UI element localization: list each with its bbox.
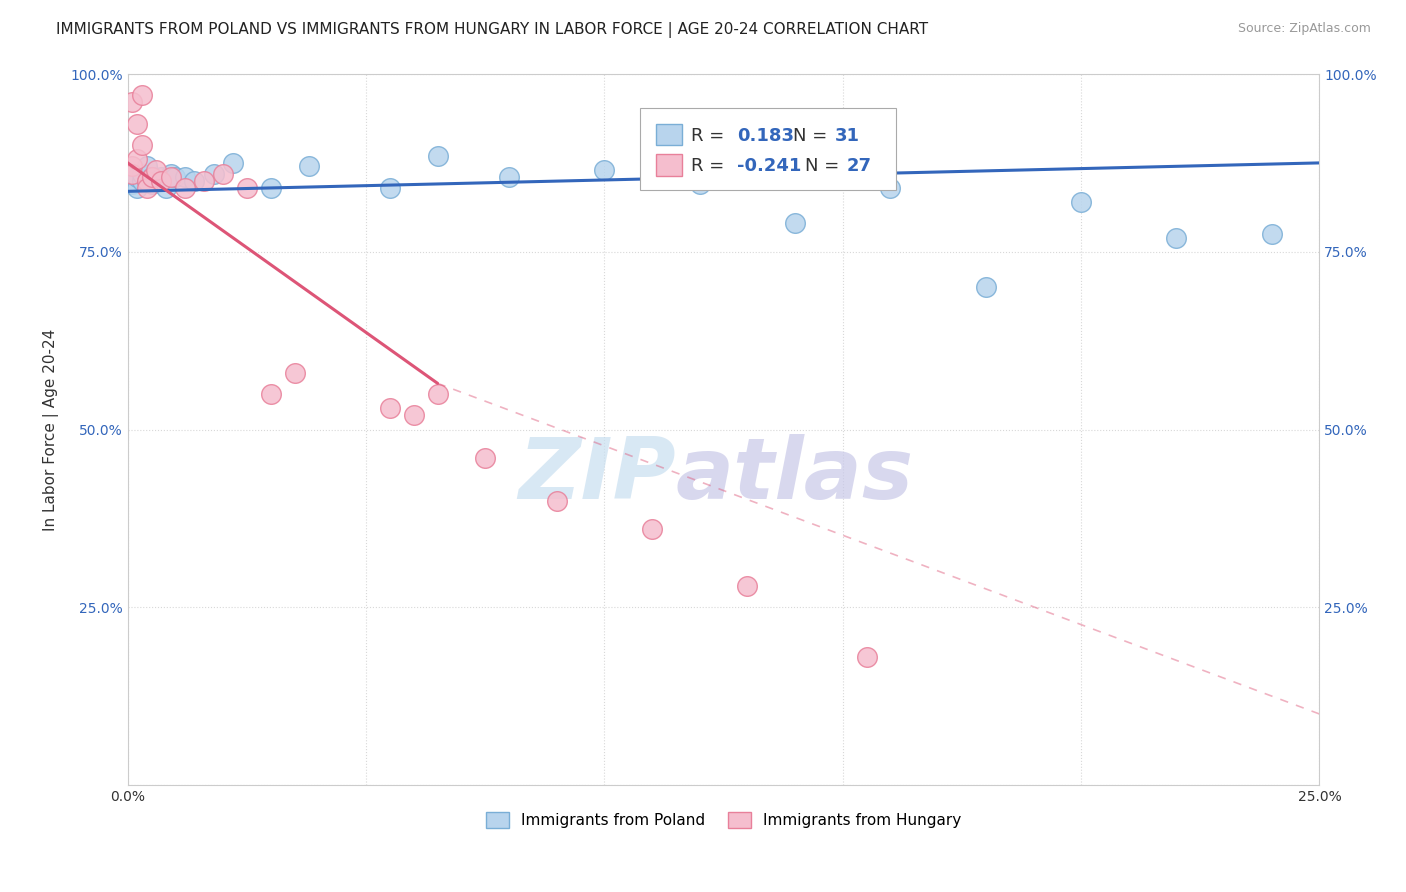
Text: R =: R = bbox=[692, 127, 730, 145]
Point bbox=[183, 174, 205, 188]
Text: 0.183: 0.183 bbox=[737, 127, 794, 145]
Point bbox=[141, 170, 163, 185]
Point bbox=[855, 650, 877, 665]
Point bbox=[221, 156, 243, 170]
Point bbox=[131, 167, 153, 181]
Point bbox=[402, 409, 425, 423]
Point bbox=[135, 174, 157, 188]
Point bbox=[1166, 230, 1188, 244]
FancyBboxPatch shape bbox=[655, 154, 682, 176]
Text: N =: N = bbox=[793, 127, 832, 145]
Point bbox=[474, 450, 496, 465]
Point bbox=[546, 493, 568, 508]
Point bbox=[236, 181, 259, 195]
Text: atlas: atlas bbox=[676, 434, 914, 517]
Point bbox=[260, 181, 283, 195]
Point bbox=[193, 174, 215, 188]
Text: N =: N = bbox=[804, 158, 845, 176]
Point bbox=[135, 181, 157, 195]
Point bbox=[150, 174, 173, 188]
Point bbox=[174, 181, 197, 195]
Text: R =: R = bbox=[692, 158, 730, 176]
Point bbox=[1070, 194, 1092, 209]
Point bbox=[141, 178, 163, 192]
Y-axis label: In Labor Force | Age 20-24: In Labor Force | Age 20-24 bbox=[44, 328, 59, 531]
Text: IMMIGRANTS FROM POLAND VS IMMIGRANTS FROM HUNGARY IN LABOR FORCE | AGE 20-24 COR: IMMIGRANTS FROM POLAND VS IMMIGRANTS FRO… bbox=[56, 22, 928, 38]
Point bbox=[159, 167, 181, 181]
Point bbox=[155, 181, 177, 195]
Point bbox=[141, 170, 163, 185]
Point bbox=[378, 181, 401, 195]
Point bbox=[641, 522, 664, 536]
Point bbox=[121, 95, 143, 110]
Point bbox=[689, 178, 711, 192]
Point bbox=[127, 117, 149, 131]
Point bbox=[127, 181, 149, 195]
Point bbox=[426, 149, 449, 163]
Point bbox=[212, 167, 235, 181]
Point bbox=[127, 170, 149, 185]
Point bbox=[165, 170, 187, 185]
FancyBboxPatch shape bbox=[640, 108, 897, 190]
Text: -0.241: -0.241 bbox=[737, 158, 801, 176]
Point bbox=[121, 167, 143, 181]
Point bbox=[426, 387, 449, 401]
Point bbox=[131, 174, 153, 188]
Point bbox=[174, 170, 197, 185]
Point bbox=[135, 160, 157, 174]
Point bbox=[783, 216, 806, 230]
Point bbox=[131, 138, 153, 153]
Point bbox=[135, 174, 157, 188]
Point bbox=[145, 174, 167, 188]
Point bbox=[145, 163, 167, 178]
Point bbox=[284, 366, 307, 380]
Point bbox=[737, 579, 759, 593]
Text: 31: 31 bbox=[834, 127, 859, 145]
Text: Source: ZipAtlas.com: Source: ZipAtlas.com bbox=[1237, 22, 1371, 36]
Point bbox=[260, 387, 283, 401]
Point bbox=[127, 153, 149, 167]
Legend: Immigrants from Poland, Immigrants from Hungary: Immigrants from Poland, Immigrants from … bbox=[479, 806, 967, 834]
Point bbox=[498, 170, 520, 185]
Point bbox=[974, 280, 997, 294]
Point bbox=[131, 88, 153, 103]
Point bbox=[1261, 227, 1284, 241]
Point bbox=[298, 160, 321, 174]
Point bbox=[121, 160, 143, 174]
Point bbox=[202, 167, 225, 181]
Text: 27: 27 bbox=[846, 158, 872, 176]
Text: ZIP: ZIP bbox=[519, 434, 676, 517]
Point bbox=[378, 401, 401, 416]
Point bbox=[879, 181, 901, 195]
Point bbox=[121, 178, 143, 192]
Point bbox=[150, 170, 173, 185]
FancyBboxPatch shape bbox=[655, 124, 682, 145]
Point bbox=[593, 163, 616, 178]
Point bbox=[159, 170, 181, 185]
